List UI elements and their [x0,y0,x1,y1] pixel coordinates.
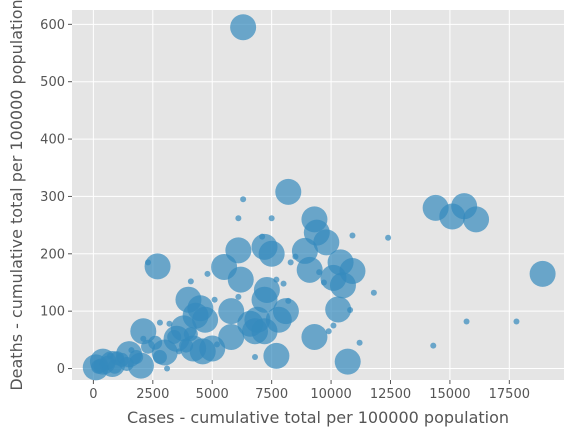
data-point [325,328,332,335]
data-point [296,256,323,283]
y-tick-label: 300 [40,190,65,205]
data-point [259,233,266,240]
x-axis-ticks: 0 2500 5000 7500 10000 12500 15000 17500 [89,380,530,402]
data-point [91,359,106,374]
x-tick-label: 0 [89,387,97,402]
y-tick-label: 600 [40,18,65,33]
x-tick-label: 15000 [429,387,470,402]
y-tick-label: 200 [40,247,65,262]
y-axis-ticks: 0 100 200 300 400 500 600 [40,18,72,377]
data-point [349,232,356,239]
data-point [187,278,194,285]
data-point [189,338,216,365]
data-point [320,279,327,286]
data-point [141,339,156,354]
data-point [356,339,363,346]
data-point [107,352,114,359]
data-point [167,329,182,344]
data-point [463,318,470,325]
data-point [385,234,392,241]
x-tick-label: 2500 [136,387,169,402]
data-point [292,253,299,260]
data-point [192,306,219,333]
data-point [329,272,356,299]
data-point [144,253,171,280]
data-point [145,259,152,266]
data-point [285,297,292,304]
data-point [529,260,556,287]
data-point [251,286,278,313]
data-points [82,14,556,381]
data-point [179,338,194,353]
data-point [175,348,182,355]
plot-background [72,10,564,380]
data-point [330,322,337,329]
data-point [183,327,198,342]
data-point [430,342,437,349]
x-tick-label: 17500 [489,387,530,402]
data-point [273,276,280,283]
data-point [166,320,173,327]
data-point [140,335,147,342]
data-point [287,259,294,266]
data-point [130,318,157,345]
data-point [107,359,122,374]
data-point [347,307,354,314]
y-tick-label: 500 [40,75,65,90]
data-point [301,323,328,350]
data-point [316,269,323,276]
x-tick-label: 7500 [255,387,288,402]
data-point [513,318,520,325]
data-point [463,206,490,233]
data-point [251,318,278,345]
data-point [218,323,245,350]
data-point [204,270,211,277]
data-point [325,296,352,323]
data-point [268,215,275,222]
data-point [227,266,254,293]
data-point [258,240,285,267]
data-point [128,347,135,354]
data-point [218,298,245,325]
data-point [119,356,134,371]
data-point [156,319,163,326]
y-tick-label: 0 [57,362,65,377]
data-point [439,203,466,230]
data-point [230,14,257,41]
data-point [164,365,171,372]
data-point [235,215,242,222]
data-point [211,296,218,303]
data-point [152,350,167,365]
grid-lines [72,10,564,380]
y-tick-label: 100 [40,305,65,320]
data-point [240,196,247,203]
data-point [313,229,340,256]
data-point [334,348,361,375]
x-tick-label: 5000 [196,387,229,402]
data-point [370,289,377,296]
x-tick-label: 12500 [370,387,411,402]
data-point [213,341,220,348]
x-axis-label: Cases - cumulative total per 100000 popu… [127,408,509,427]
x-tick-label: 10000 [310,387,351,402]
data-point [280,280,287,287]
y-axis-label: Deaths - cumulative total per 100000 pop… [7,0,26,391]
data-point [102,365,109,372]
data-point [275,178,302,205]
data-point [235,293,242,300]
y-tick-label: 400 [40,133,65,148]
data-point [252,354,259,361]
data-point [263,342,290,369]
